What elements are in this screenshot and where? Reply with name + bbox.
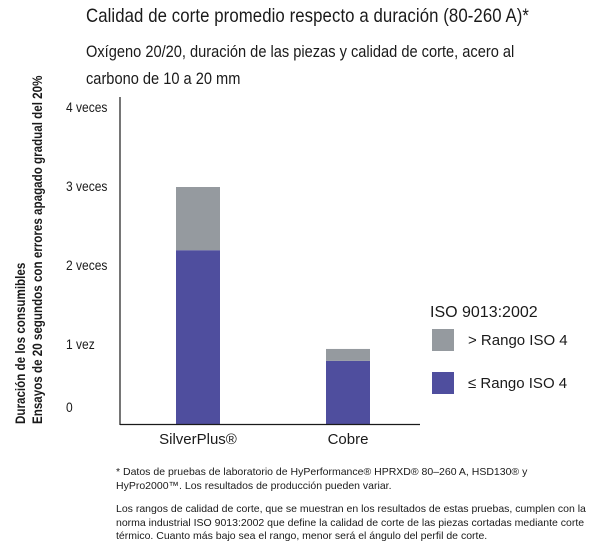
y-tick-label: 4 veces [66,99,108,115]
legend-label: > Rango ISO 4 [468,332,568,349]
bar-chart: 0 1 vez 2 veces 3 veces 4 veces SilverPlus® C… [66,97,568,448]
legend-swatch [432,329,454,351]
chart-subtitle: Oxígeno 20/20, duración de las piezas y … [86,42,515,88]
x-tick-labels: SilverPlus® Cobre [159,431,368,448]
x-tick-label: SilverPlus® [159,431,237,448]
x-tick-label: Cobre [328,431,369,448]
chart-title: Calidad de corte promedio respecto a dur… [86,5,530,27]
bar-segment [176,187,220,251]
legend-swatch [432,372,454,394]
y-tick-label: 0 [66,399,73,415]
legend: ISO 9013:2002 > Rango ISO 4 ≤ Rango ISO 4 [430,304,568,394]
y-tick-label: 2 veces [66,257,108,273]
y-tick-label: 3 veces [66,178,108,194]
y-tick-labels: 0 1 vez 2 veces 3 veces 4 veces [66,99,108,415]
legend-label: ≤ Rango ISO 4 [468,375,567,392]
footnote-1: * Datos de pruebas de laboratorio de HyP… [116,466,528,492]
bar-segment [326,348,370,361]
bar-segment [326,360,370,424]
bar-segment [176,250,220,424]
bars [176,187,370,424]
footnote-2: Los rangos de calidad de corte, que se m… [116,503,586,542]
legend-title: ISO 9013:2002 [430,304,538,321]
y-tick-label: 1 vez [66,336,95,352]
